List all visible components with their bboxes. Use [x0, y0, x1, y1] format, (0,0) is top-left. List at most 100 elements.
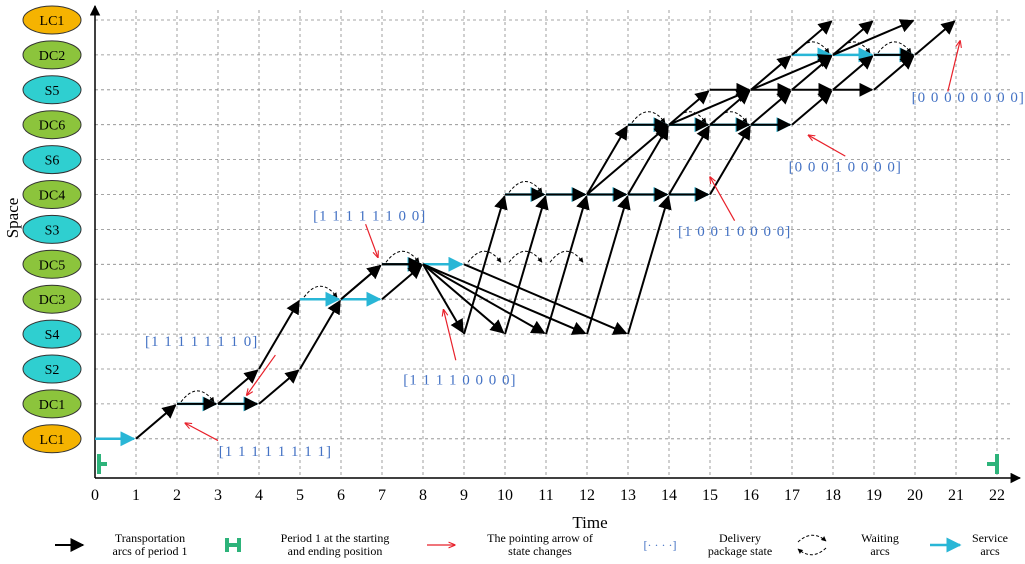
time-tick-label: 8	[419, 487, 427, 504]
time-tick-label: 5	[296, 487, 304, 504]
space-node-s5: S5	[22, 75, 82, 105]
time-tick-label: 17	[784, 487, 800, 504]
time-tick-label: 7	[378, 487, 386, 504]
delivery-state-label: [1 1 1 1 1 1 1 0]	[145, 334, 258, 350]
delivery-state-label: [0 0 0 1 0 0 0 0]	[789, 160, 902, 176]
legend-text-line2: and ending position	[288, 544, 383, 558]
state-change-pointer-arrow	[185, 423, 219, 442]
node-ellipse	[22, 5, 82, 35]
node-label: S2	[45, 363, 60, 378]
period-marker-stub	[987, 462, 997, 466]
transport-arc	[340, 264, 382, 300]
transport-arcs	[135, 19, 956, 440]
waiting-arc	[385, 250, 420, 263]
space-node-dc3: DC3	[22, 284, 82, 314]
transport-arc	[422, 263, 587, 335]
delivery-state-label: [1 1 1 1 1 1 0 0]	[313, 208, 426, 224]
transport-arc	[627, 195, 672, 335]
delivery-state-label: [1 0 0 1 0 0 0 0]	[678, 224, 791, 240]
waiting-arc	[549, 250, 584, 263]
time-tick-label: 6	[337, 487, 345, 504]
time-ticks: 0 1 2 3 4 5 6 7 8 9 10 11 12 13 14 15 16 17 18 19 20 21 22	[91, 487, 1005, 504]
legend-waiting-symbol	[797, 547, 827, 556]
time-tick-label: 13	[620, 487, 636, 504]
transport-arc	[750, 55, 792, 91]
period-start-marker	[97, 454, 107, 474]
space-node-lc1: LC1	[22, 424, 82, 454]
grid	[95, 10, 1010, 478]
legend-text-line2: arcs	[870, 544, 890, 558]
space-node-dc5: DC5	[22, 249, 82, 279]
node-ellipse	[22, 180, 82, 209]
space-node-dc6: DC6	[22, 110, 82, 140]
waiting-arc	[508, 181, 543, 193]
transport-arc	[135, 404, 177, 440]
node-label: S4	[45, 328, 60, 343]
time-tick-label: 20	[907, 487, 923, 504]
transport-arc	[463, 195, 508, 335]
legend-waiting-symbol	[797, 534, 827, 543]
time-tick-label: 15	[702, 487, 718, 504]
transport-arc	[586, 125, 669, 196]
node-label: S6	[45, 154, 60, 169]
delivery-state-label: [1 1 1 1 1 1 1 1]	[219, 444, 332, 460]
transport-arc	[832, 55, 874, 91]
transport-arc	[422, 263, 505, 334]
waiting-arc	[180, 390, 215, 403]
node-ellipse	[22, 145, 82, 175]
transport-arc	[381, 264, 423, 300]
time-tick-label: 21	[948, 487, 964, 504]
time-tick-label: 2	[173, 487, 181, 504]
legend-text-line2: state changes	[508, 544, 572, 558]
node-label: DC1	[39, 398, 65, 413]
state-labels: [1 1 1 1 1 1 1 1] [1 1 1 1 1 1 1 0] [1 1 1…	[145, 90, 1024, 460]
state-change-pointer-arrow	[365, 223, 378, 257]
node-ellipse	[22, 284, 82, 314]
state-change-pointer-arrow	[444, 310, 457, 361]
node-label: DC6	[39, 119, 65, 134]
legend-text-line1: Delivery	[719, 531, 761, 545]
transport-arc	[832, 19, 915, 56]
time-tick-label: 4	[255, 487, 263, 504]
time-tick-label: 3	[214, 487, 222, 504]
node-label: DC3	[39, 293, 65, 308]
node-ellipse	[22, 424, 82, 454]
transport-arc	[791, 90, 833, 126]
time-tick-label: 1	[132, 487, 140, 504]
waiting-arc	[877, 41, 912, 54]
transport-arc	[668, 125, 710, 196]
state-change-pointer-arrow	[947, 41, 960, 92]
transport-arc	[873, 55, 915, 91]
legend-text-line1: Transportation	[115, 531, 185, 545]
legend-text-line1: Period 1 at the starting	[281, 531, 390, 545]
node-label: LC1	[40, 14, 65, 29]
space-node-s3: S3	[22, 214, 82, 244]
node-ellipse	[22, 354, 82, 384]
legend-text-line1: Waiting	[861, 531, 899, 545]
delivery-state-label: [1 1 1 1 0 0 0 0]	[403, 372, 516, 388]
legend-text-line2: package state	[708, 544, 772, 558]
transport-arc	[258, 299, 300, 370]
transport-arc	[586, 125, 628, 196]
transport-arc	[545, 195, 590, 335]
space-node-dc2: DC2	[22, 40, 82, 70]
transport-arc	[422, 263, 464, 334]
period-markers	[97, 454, 999, 474]
node-ellipse	[22, 389, 82, 419]
node-ellipse	[22, 110, 82, 140]
legend-text-line1: Service	[972, 531, 1008, 545]
node-label: DC4	[39, 189, 65, 204]
node-ellipse	[22, 40, 82, 70]
legend-period-symbol	[225, 543, 241, 547]
time-tick-label: 10	[497, 487, 513, 504]
legend-text-line2: arcs of period 1	[113, 544, 188, 558]
space-node-dc1: DC1	[22, 389, 82, 419]
transport-arc	[791, 20, 833, 56]
space-node-s6: S6	[22, 145, 82, 175]
node-label: DC2	[39, 49, 65, 64]
